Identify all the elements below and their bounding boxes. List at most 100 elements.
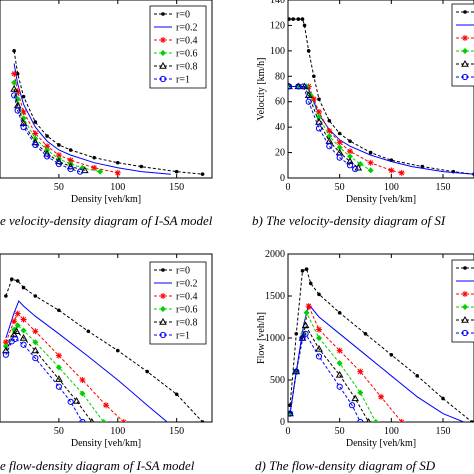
data-point-2: [316, 326, 322, 333]
data-point-0: [312, 74, 316, 79]
x-tick-label: 0: [286, 426, 291, 437]
y-tick-label: 500: [270, 375, 285, 386]
data-point-2: [55, 152, 62, 159]
data-point-5: [348, 402, 356, 409]
legend-marker: [160, 50, 166, 56]
legend-label: r=0.4: [176, 292, 197, 303]
legend-marker: [462, 291, 468, 297]
data-point-5: [302, 330, 309, 337]
data-point-2: [11, 70, 18, 77]
data-point-4: [315, 344, 323, 352]
data-point-0: [200, 420, 205, 422]
legend-label: r=0.2: [176, 279, 197, 290]
series-group: [2, 277, 205, 422]
legend-label: r=0.8: [176, 62, 197, 73]
data-point-5: [315, 353, 323, 360]
data-point-0: [317, 292, 321, 297]
x-tick-label: 150: [169, 182, 184, 193]
data-point-4: [55, 157, 63, 165]
data-point-0: [145, 369, 150, 374]
data-point-2: [79, 377, 86, 383]
series-group: [288, 17, 474, 176]
data-point-4: [10, 84, 18, 92]
y-tick-label: 120: [270, 20, 285, 31]
data-point-0: [86, 329, 91, 334]
legend-label: r=0.4: [176, 36, 197, 47]
data-point-3: [20, 327, 27, 334]
y-tick-label: 2000: [265, 249, 285, 260]
data-point-4: [2, 346, 10, 354]
data-point-5: [67, 398, 74, 405]
data-point-3: [11, 326, 18, 333]
legend-marker: [461, 73, 469, 81]
legend-label: r=0.8: [176, 318, 197, 329]
y-tick-label: 80: [275, 71, 285, 82]
data-point-0: [4, 294, 8, 298]
y-tick-label: 1500: [265, 291, 285, 302]
data-point-2: [326, 127, 333, 134]
legend-marker: [462, 35, 468, 41]
data-point-5: [299, 334, 306, 342]
x-axis-label: Density [veh/km]: [346, 194, 416, 205]
data-point-2: [378, 393, 384, 400]
plot-a: 50 100 150 Density [veh/km] r=0 r=0.2 r=0.4 r=0…: [0, 0, 213, 205]
legend-marker: [463, 10, 467, 14]
data-point-4: [31, 346, 40, 354]
data-point-0: [420, 164, 425, 169]
data-point-0: [302, 23, 307, 28]
data-point-0: [57, 308, 61, 313]
data-point-3: [357, 389, 364, 396]
data-point-2: [357, 368, 364, 375]
data-point-2: [336, 139, 343, 146]
x-tick-label: 100: [110, 182, 125, 193]
data-point-0: [139, 164, 144, 169]
data-point-0: [470, 420, 474, 422]
x-tick-label: 50: [54, 182, 64, 193]
series-line-3: [289, 311, 377, 422]
data-point-3: [32, 339, 39, 346]
panel-b: 0 50 100 150 0 20 40 60 80 100 120 140 Density [veh/…: [252, 0, 474, 228]
legend-label: r=1: [176, 75, 190, 86]
data-point-2: [32, 328, 39, 335]
data-point-2: [114, 169, 121, 176]
data-point-5: [326, 143, 333, 150]
data-point-5: [2, 351, 9, 358]
data-point-4: [19, 333, 28, 341]
data-point-2: [120, 419, 127, 422]
data-point-5: [11, 92, 18, 99]
x-tick-label: 0: [286, 182, 291, 193]
x-axis-label: Density [veh/km]: [71, 194, 141, 205]
data-point-4: [304, 91, 313, 99]
x-tick-label: 50: [335, 182, 345, 193]
plot-frame: [287, 0, 474, 179]
data-point-0: [294, 332, 299, 336]
data-point-5: [288, 410, 294, 417]
data-point-2: [11, 318, 18, 325]
series-line-0: [289, 268, 473, 422]
data-point-0: [306, 49, 311, 53]
x-tick-label: 50: [335, 426, 345, 437]
legend-box: [451, 3, 474, 87]
y-tick-label: 40: [275, 122, 285, 133]
legend-marker: [461, 59, 469, 67]
data-point-5: [293, 368, 300, 375]
legend-marker: [159, 331, 167, 339]
legend-marker: [463, 266, 467, 270]
data-point-0: [363, 332, 368, 336]
data-point-2: [347, 148, 353, 155]
data-point-0: [308, 281, 313, 286]
data-point-0: [296, 17, 301, 21]
data-point-5: [32, 355, 39, 362]
data-point-5: [32, 141, 39, 149]
series-line-0: [13, 50, 203, 175]
data-point-2: [91, 164, 98, 171]
data-point-4: [55, 375, 63, 382]
legend-marker: [462, 304, 468, 310]
data-point-0: [15, 279, 20, 283]
series-group: [288, 267, 474, 422]
data-point-3: [372, 419, 379, 422]
data-point-0: [33, 294, 38, 298]
legend-marker: [461, 329, 469, 337]
legend-marker: [159, 75, 167, 83]
